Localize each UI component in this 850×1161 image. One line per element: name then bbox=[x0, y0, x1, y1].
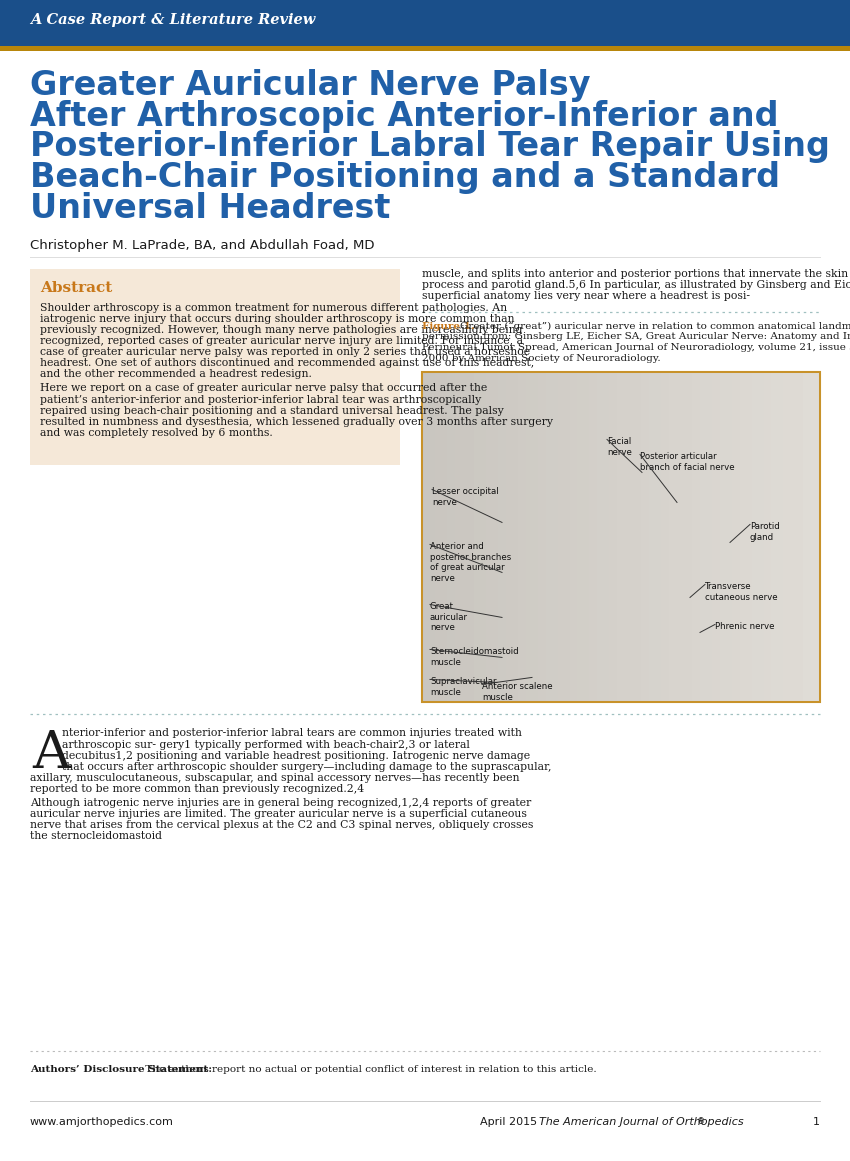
Bar bbox=[0, 0, 850, 46]
Text: that occurs after arthroscopic shoulder surgery—including damage to the suprasca: that occurs after arthroscopic shoulder … bbox=[63, 762, 552, 772]
Bar bbox=[30, 268, 400, 464]
Text: 2000 by American Society of Neuroradiology.: 2000 by American Society of Neuroradiolo… bbox=[422, 354, 660, 362]
Text: permission from: Ginsberg LE, Eicher SA, Great Auricular Nerve: Anatomy and Imag: permission from: Ginsberg LE, Eicher SA,… bbox=[422, 332, 850, 341]
Text: Figure 1.: Figure 1. bbox=[422, 322, 474, 331]
Text: patient’s anterior-inferior and posterior-inferior labral tear was arthroscopica: patient’s anterior-inferior and posterio… bbox=[40, 395, 481, 404]
Text: www.amjorthopedics.com: www.amjorthopedics.com bbox=[30, 1117, 174, 1127]
Bar bbox=[0, 46, 850, 51]
Text: Anterior and
posterior branches
of great auricular
nerve: Anterior and posterior branches of great… bbox=[430, 542, 511, 583]
Text: Abstract: Abstract bbox=[40, 281, 112, 295]
Text: After Arthroscopic Anterior-Inferior and: After Arthroscopic Anterior-Inferior and bbox=[30, 100, 779, 132]
Text: and was completely resolved by 6 months.: and was completely resolved by 6 months. bbox=[40, 427, 273, 438]
Text: 1: 1 bbox=[813, 1117, 820, 1127]
Text: Posterior articular
branch of facial nerve: Posterior articular branch of facial ner… bbox=[640, 453, 734, 471]
Text: Phrenic nerve: Phrenic nerve bbox=[715, 622, 774, 632]
Text: the sternocleidomastoid: the sternocleidomastoid bbox=[30, 831, 162, 842]
Text: Sternocleidomastoid
muscle: Sternocleidomastoid muscle bbox=[430, 648, 518, 666]
Text: auricular nerve injuries are limited. The greater auricular nerve is a superfici: auricular nerve injuries are limited. Th… bbox=[30, 809, 527, 820]
Text: Parotid
gland: Parotid gland bbox=[750, 522, 779, 542]
Text: Lesser occipital
nerve: Lesser occipital nerve bbox=[432, 488, 499, 507]
Text: headrest. One set of authors discontinued and recommended against use of this he: headrest. One set of authors discontinue… bbox=[40, 358, 535, 368]
Text: Shoulder arthroscopy is a common treatment for numerous different pathologies. A: Shoulder arthroscopy is a common treatme… bbox=[40, 303, 507, 312]
Text: Greater Auricular Nerve Palsy: Greater Auricular Nerve Palsy bbox=[30, 68, 591, 102]
Text: Universal Headrest: Universal Headrest bbox=[30, 192, 390, 225]
Text: Transverse
cutaneous nerve: Transverse cutaneous nerve bbox=[705, 583, 778, 601]
Text: Posterior-Inferior Labral Tear Repair Using: Posterior-Inferior Labral Tear Repair Us… bbox=[30, 130, 830, 164]
Text: nerve that arises from the cervical plexus at the C2 and C3 spinal nerves, obliq: nerve that arises from the cervical plex… bbox=[30, 821, 534, 830]
Text: Although iatrogenic nerve injuries are in general being recognized,1,2,4 reports: Although iatrogenic nerve injuries are i… bbox=[30, 799, 531, 808]
Text: decubitus1,2 positioning and variable headrest positioning. Iatrogenic nerve dam: decubitus1,2 positioning and variable he… bbox=[63, 750, 530, 760]
Text: Great
auricular
nerve: Great auricular nerve bbox=[430, 603, 468, 633]
Text: Christopher M. LaPrade, BA, and Abdullah Foad, MD: Christopher M. LaPrade, BA, and Abdullah… bbox=[30, 239, 375, 252]
Text: process and parotid gland.5,6 In particular, as illustrated by Ginsberg and Eich: process and parotid gland.5,6 In particu… bbox=[422, 280, 850, 290]
Text: Perineural Tumor Spread, American Journal of Neuroradiology, volume 21, issue 3,: Perineural Tumor Spread, American Journa… bbox=[422, 344, 850, 352]
Text: Beach-Chair Positioning and a Standard: Beach-Chair Positioning and a Standard bbox=[30, 161, 780, 194]
Text: previously recognized. However, though many nerve pathologies are increasingly b: previously recognized. However, though m… bbox=[40, 325, 523, 334]
Text: The authors report no actual or potential conflict of interest in relation to th: The authors report no actual or potentia… bbox=[143, 1065, 597, 1074]
Text: nterior-inferior and posterior-inferior labral tears are common injuries treated: nterior-inferior and posterior-inferior … bbox=[63, 728, 523, 738]
Text: and the other recommended a headrest redesign.: and the other recommended a headrest red… bbox=[40, 369, 312, 378]
Text: recognized, reported cases of greater auricular nerve injury are limited. For in: recognized, reported cases of greater au… bbox=[40, 336, 523, 346]
Text: superficial anatomy lies very near where a headrest is posi-: superficial anatomy lies very near where… bbox=[422, 290, 750, 301]
Text: A: A bbox=[32, 728, 70, 779]
Text: arthroscopic sur- gery1 typically performed with beach-chair2,3 or lateral: arthroscopic sur- gery1 typically perfor… bbox=[63, 740, 470, 750]
Bar bbox=[422, 373, 820, 702]
Text: muscle, and splits into anterior and posterior portions that innervate the skin : muscle, and splits into anterior and pos… bbox=[422, 268, 850, 279]
Text: Facial
nerve: Facial nerve bbox=[607, 438, 632, 456]
Text: ®: ® bbox=[697, 1117, 706, 1126]
Text: April 2015: April 2015 bbox=[480, 1117, 537, 1127]
Text: A Case Report & Literature Review: A Case Report & Literature Review bbox=[30, 13, 315, 27]
Text: Supraclavicular
muscle: Supraclavicular muscle bbox=[430, 677, 496, 697]
Text: iatrogenic nerve injury that occurs during shoulder arthroscopy is more common t: iatrogenic nerve injury that occurs duri… bbox=[40, 313, 514, 324]
Text: Greater (“great”) auricular nerve in relation to common anatomical landmarks. Re: Greater (“great”) auricular nerve in rel… bbox=[460, 322, 850, 331]
Text: Here we report on a case of greater auricular nerve palsy that occurred after th: Here we report on a case of greater auri… bbox=[40, 383, 487, 394]
Text: case of greater auricular nerve palsy was reported in only 2 series that used a : case of greater auricular nerve palsy wa… bbox=[40, 347, 530, 356]
Text: Anterior scalene
muscle: Anterior scalene muscle bbox=[482, 683, 552, 702]
Text: The American Journal of Orthopedics: The American Journal of Orthopedics bbox=[532, 1117, 744, 1127]
Text: axillary, musculocutaneous, subscapular, and spinal accessory nerves—has recentl: axillary, musculocutaneous, subscapular,… bbox=[30, 773, 519, 783]
Text: Authors’ Disclosure Statement:: Authors’ Disclosure Statement: bbox=[30, 1065, 212, 1074]
Text: reported to be more common than previously recognized.2,4: reported to be more common than previous… bbox=[30, 784, 364, 794]
Text: repaired using beach-chair positioning and a standard universal headrest. The pa: repaired using beach-chair positioning a… bbox=[40, 405, 504, 416]
Text: resulted in numbness and dysesthesia, which lessened gradually over 3 months aft: resulted in numbness and dysesthesia, wh… bbox=[40, 417, 553, 427]
